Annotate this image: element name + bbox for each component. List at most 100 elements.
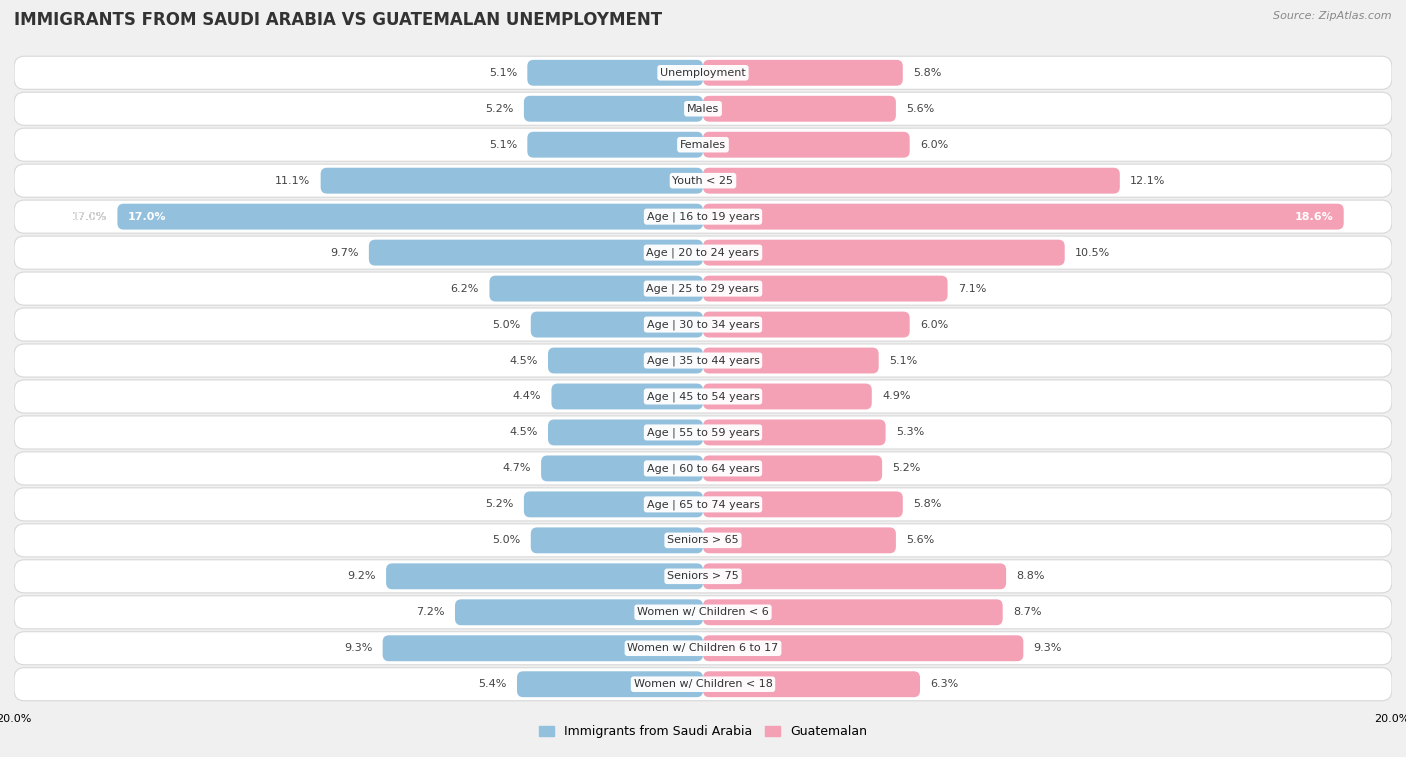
Text: Age | 20 to 24 years: Age | 20 to 24 years [647,248,759,258]
Text: 5.6%: 5.6% [907,104,935,114]
FancyBboxPatch shape [531,312,703,338]
Text: Women w/ Children < 18: Women w/ Children < 18 [634,679,772,689]
FancyBboxPatch shape [14,92,1392,126]
FancyBboxPatch shape [489,276,703,301]
Text: Age | 55 to 59 years: Age | 55 to 59 years [647,427,759,438]
FancyBboxPatch shape [703,132,910,157]
Text: 5.2%: 5.2% [485,500,513,509]
FancyBboxPatch shape [14,380,1392,413]
Text: Age | 16 to 19 years: Age | 16 to 19 years [647,211,759,222]
FancyBboxPatch shape [14,200,1392,233]
FancyBboxPatch shape [14,488,1392,521]
Text: 5.2%: 5.2% [485,104,513,114]
Text: Source: ZipAtlas.com: Source: ZipAtlas.com [1274,11,1392,21]
FancyBboxPatch shape [548,347,703,373]
FancyBboxPatch shape [703,240,1064,266]
FancyBboxPatch shape [548,419,703,445]
Text: 7.1%: 7.1% [957,284,986,294]
Text: 5.4%: 5.4% [478,679,506,689]
Text: 18.6%: 18.6% [1295,212,1333,222]
FancyBboxPatch shape [14,524,1392,557]
FancyBboxPatch shape [14,164,1392,198]
Text: Age | 60 to 64 years: Age | 60 to 64 years [647,463,759,474]
Text: Seniors > 75: Seniors > 75 [666,572,740,581]
FancyBboxPatch shape [14,236,1392,269]
FancyBboxPatch shape [456,600,703,625]
Text: 5.1%: 5.1% [489,68,517,78]
Text: Age | 35 to 44 years: Age | 35 to 44 years [647,355,759,366]
Text: Age | 25 to 29 years: Age | 25 to 29 years [647,283,759,294]
Text: 5.8%: 5.8% [912,500,942,509]
FancyBboxPatch shape [703,419,886,445]
Text: 12.1%: 12.1% [1130,176,1166,185]
FancyBboxPatch shape [703,600,1002,625]
Text: 8.7%: 8.7% [1012,607,1042,617]
FancyBboxPatch shape [14,308,1392,341]
FancyBboxPatch shape [703,384,872,410]
FancyBboxPatch shape [14,631,1392,665]
FancyBboxPatch shape [14,668,1392,701]
Text: Age | 45 to 54 years: Age | 45 to 54 years [647,391,759,402]
Text: 17.0%: 17.0% [128,212,166,222]
Text: Males: Males [688,104,718,114]
Text: Women w/ Children 6 to 17: Women w/ Children 6 to 17 [627,643,779,653]
FancyBboxPatch shape [14,272,1392,305]
FancyBboxPatch shape [368,240,703,266]
FancyBboxPatch shape [703,528,896,553]
FancyBboxPatch shape [14,596,1392,629]
Text: 4.9%: 4.9% [882,391,911,401]
Text: Age | 65 to 74 years: Age | 65 to 74 years [647,499,759,509]
Text: 9.2%: 9.2% [347,572,375,581]
FancyBboxPatch shape [387,563,703,589]
Text: 8.8%: 8.8% [1017,572,1045,581]
FancyBboxPatch shape [703,312,910,338]
Text: 6.2%: 6.2% [451,284,479,294]
FancyBboxPatch shape [524,96,703,122]
Text: 9.3%: 9.3% [1033,643,1062,653]
FancyBboxPatch shape [14,128,1392,161]
Text: Women w/ Children < 6: Women w/ Children < 6 [637,607,769,617]
FancyBboxPatch shape [703,347,879,373]
Text: 4.4%: 4.4% [513,391,541,401]
Text: 5.1%: 5.1% [889,356,917,366]
FancyBboxPatch shape [703,96,896,122]
FancyBboxPatch shape [703,276,948,301]
FancyBboxPatch shape [14,559,1392,593]
Text: IMMIGRANTS FROM SAUDI ARABIA VS GUATEMALAN UNEMPLOYMENT: IMMIGRANTS FROM SAUDI ARABIA VS GUATEMAL… [14,11,662,30]
Text: 4.5%: 4.5% [509,428,537,438]
Text: 9.7%: 9.7% [330,248,359,257]
FancyBboxPatch shape [703,204,1344,229]
Text: 17.0%: 17.0% [72,212,107,222]
FancyBboxPatch shape [541,456,703,481]
FancyBboxPatch shape [14,416,1392,449]
FancyBboxPatch shape [117,204,703,229]
Text: Unemployment: Unemployment [661,68,745,78]
FancyBboxPatch shape [14,56,1392,89]
Text: 5.2%: 5.2% [893,463,921,473]
FancyBboxPatch shape [703,168,1119,194]
Text: 5.3%: 5.3% [896,428,924,438]
Text: 10.5%: 10.5% [1076,248,1111,257]
Text: 11.1%: 11.1% [276,176,311,185]
FancyBboxPatch shape [14,452,1392,485]
FancyBboxPatch shape [703,456,882,481]
Text: 6.3%: 6.3% [931,679,959,689]
Text: 4.7%: 4.7% [502,463,531,473]
FancyBboxPatch shape [524,491,703,517]
FancyBboxPatch shape [703,60,903,86]
Text: 6.0%: 6.0% [920,140,948,150]
FancyBboxPatch shape [14,344,1392,377]
Text: Females: Females [681,140,725,150]
Text: 4.5%: 4.5% [509,356,537,366]
FancyBboxPatch shape [527,60,703,86]
FancyBboxPatch shape [551,384,703,410]
Text: 5.8%: 5.8% [912,68,942,78]
Text: Youth < 25: Youth < 25 [672,176,734,185]
Text: Seniors > 65: Seniors > 65 [668,535,738,545]
FancyBboxPatch shape [531,528,703,553]
FancyBboxPatch shape [703,563,1007,589]
FancyBboxPatch shape [517,671,703,697]
Text: 5.1%: 5.1% [489,140,517,150]
Text: 5.6%: 5.6% [907,535,935,545]
FancyBboxPatch shape [703,635,1024,661]
